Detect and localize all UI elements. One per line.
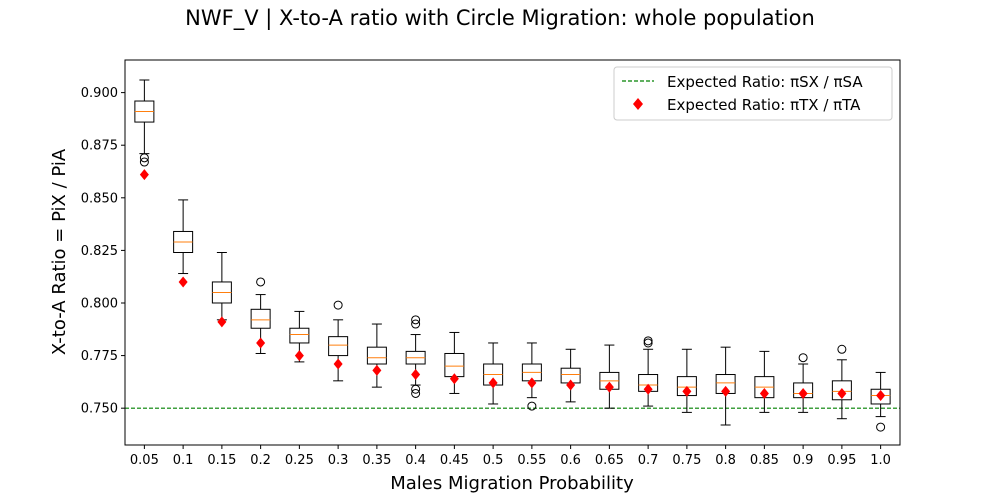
x-tick-label: 0.45	[440, 453, 469, 468]
box	[328, 336, 349, 357]
expected-ratio-markers	[139, 169, 886, 402]
expected-tx-ta-marker	[333, 358, 343, 370]
x-axis-label: Males Migration Probability	[390, 473, 634, 494]
boxplot-0.9	[793, 353, 814, 413]
outlier-point	[837, 344, 847, 354]
y-axis-ticks: 0.750 0.775 0.800 0.825 0.850 0.875 0.900	[81, 86, 125, 417]
outlier-point	[333, 300, 343, 310]
expected-tx-ta-marker	[294, 350, 304, 362]
boxplot-0.65	[599, 344, 620, 409]
expected-tx-ta-marker	[876, 390, 886, 402]
boxplot-0.75	[676, 348, 697, 413]
expected-tx-ta-marker	[139, 169, 149, 181]
outlier-point	[411, 319, 421, 329]
legend-tx-ta-swatch	[633, 98, 643, 110]
expected-tx-ta-marker	[643, 383, 653, 395]
y-tick-label: 0.800	[81, 296, 118, 311]
expected-tx-ta-marker	[721, 385, 731, 397]
outlier-point	[256, 277, 266, 287]
expected-tx-ta-marker	[566, 379, 576, 391]
legend-tx-ta-label: Expected Ratio: πTX / πTA	[667, 96, 861, 114]
boxplot-0.1	[173, 199, 194, 275]
boxplot-1.0	[870, 371, 891, 432]
legend: Expected Ratio: πSX / πSA Expected Ratio…	[613, 66, 893, 121]
x-tick-label: 0.25	[285, 453, 314, 468]
x-tick-label: 0.4	[405, 453, 426, 468]
plot-frame	[124, 59, 901, 446]
outlier-point	[527, 401, 537, 411]
box	[831, 380, 852, 401]
x-tick-label: 1.0	[870, 453, 891, 468]
box	[366, 346, 387, 365]
expected-tx-ta-marker	[449, 373, 459, 385]
y-tick-label: 0.750	[81, 402, 118, 417]
expected-tx-ta-marker	[798, 387, 808, 399]
box	[250, 308, 271, 329]
expected-tx-ta-marker	[682, 385, 692, 397]
expected-tx-ta-marker	[178, 276, 188, 288]
boxplot-0.7	[638, 336, 659, 407]
expected-tx-ta-marker	[759, 387, 769, 399]
x-tick-label: 0.55	[517, 453, 546, 468]
box	[870, 388, 891, 405]
legend-sx-sa-label: Expected Ratio: πSX / πSA	[667, 73, 863, 91]
outlier-point	[139, 153, 149, 163]
x-tick-label: 0.9	[793, 453, 814, 468]
x-tick-label: 0.65	[595, 453, 624, 468]
box	[289, 327, 310, 344]
expected-tx-ta-marker	[411, 369, 421, 381]
expected-tx-ta-marker	[256, 337, 266, 349]
x-tick-label: 0.05	[130, 453, 159, 468]
x-tick-label: 0.85	[750, 453, 779, 468]
boxplot-0.6	[560, 348, 581, 403]
boxplots	[134, 79, 891, 432]
chart-title: NWF_V | X-to-A ratio with Circle Migrati…	[185, 6, 815, 30]
boxplot-0.85	[754, 350, 775, 413]
y-tick-label: 0.875	[81, 139, 118, 154]
y-tick-label: 0.825	[81, 244, 118, 259]
boxplot-0.55	[521, 342, 542, 411]
x-axis-ticks: 0.05 0.1 0.15 0.2 0.25 0.3 0.35 0.4 0.45 0.5 0.55 0…	[130, 445, 891, 468]
x-tick-label: 0.35	[362, 453, 391, 468]
y-tick-label: 0.850	[81, 191, 118, 206]
boxplot-0.15	[211, 252, 232, 321]
outlier-point	[411, 384, 421, 394]
boxplot-0.35	[366, 323, 387, 388]
expected-tx-ta-marker	[372, 364, 382, 376]
boxplot-0.4	[405, 315, 426, 398]
outlier-point	[411, 388, 421, 398]
x-tick-label: 0.5	[483, 453, 504, 468]
expected-tx-ta-marker	[488, 377, 498, 389]
boxplot-0.2	[250, 277, 271, 354]
x-tick-label: 0.95	[827, 453, 856, 468]
y-tick-label: 0.900	[81, 86, 118, 101]
outlier-point	[643, 338, 653, 348]
x-tick-label: 0.1	[173, 453, 194, 468]
x-tick-label: 0.7	[638, 453, 659, 468]
outlier-point	[876, 422, 886, 432]
outlier-point	[411, 315, 421, 325]
expected-tx-ta-marker	[217, 316, 227, 328]
x-tick-label: 0.6	[560, 453, 581, 468]
y-tick-label: 0.775	[81, 349, 118, 364]
boxplot-0.05	[134, 79, 155, 167]
x-tick-label: 0.75	[672, 453, 701, 468]
boxplot-0.5	[483, 342, 504, 405]
expected-tx-ta-marker	[527, 377, 537, 389]
x-tick-label: 0.3	[328, 453, 349, 468]
expected-tx-ta-marker	[837, 387, 847, 399]
expected-tx-ta-marker	[604, 381, 614, 393]
boxplot-0.45	[444, 331, 465, 394]
box	[444, 352, 465, 378]
legend-frame	[613, 66, 893, 121]
outlier-point	[798, 353, 808, 363]
outlier-point	[139, 157, 149, 167]
outlier-point	[643, 336, 653, 346]
x-tick-label: 0.2	[250, 453, 271, 468]
x-tick-label: 0.8	[715, 453, 736, 468]
x-tick-label: 0.15	[207, 453, 236, 468]
y-axis-label: X-to-A Ratio = PiX / PiA	[49, 148, 70, 355]
